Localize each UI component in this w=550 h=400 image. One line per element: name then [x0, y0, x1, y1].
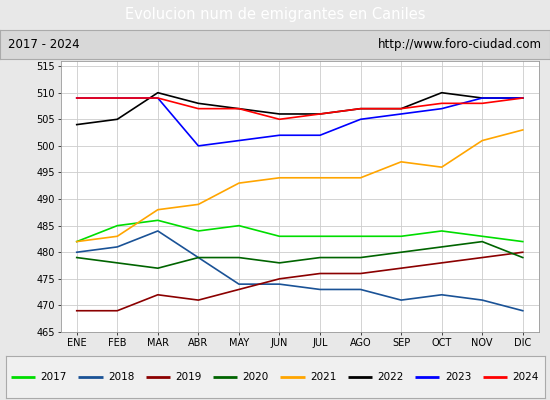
Text: 2023: 2023 — [445, 372, 471, 382]
Text: 2024: 2024 — [512, 372, 538, 382]
Text: 2018: 2018 — [108, 372, 134, 382]
Text: 2017 - 2024: 2017 - 2024 — [8, 38, 80, 51]
Text: 2020: 2020 — [243, 372, 269, 382]
Text: 2021: 2021 — [310, 372, 337, 382]
Text: 2022: 2022 — [377, 372, 404, 382]
Text: http://www.foro-ciudad.com: http://www.foro-ciudad.com — [378, 38, 542, 51]
Text: 2017: 2017 — [41, 372, 67, 382]
Text: Evolucion num de emigrantes en Caniles: Evolucion num de emigrantes en Caniles — [125, 8, 425, 22]
Text: 2019: 2019 — [175, 372, 202, 382]
